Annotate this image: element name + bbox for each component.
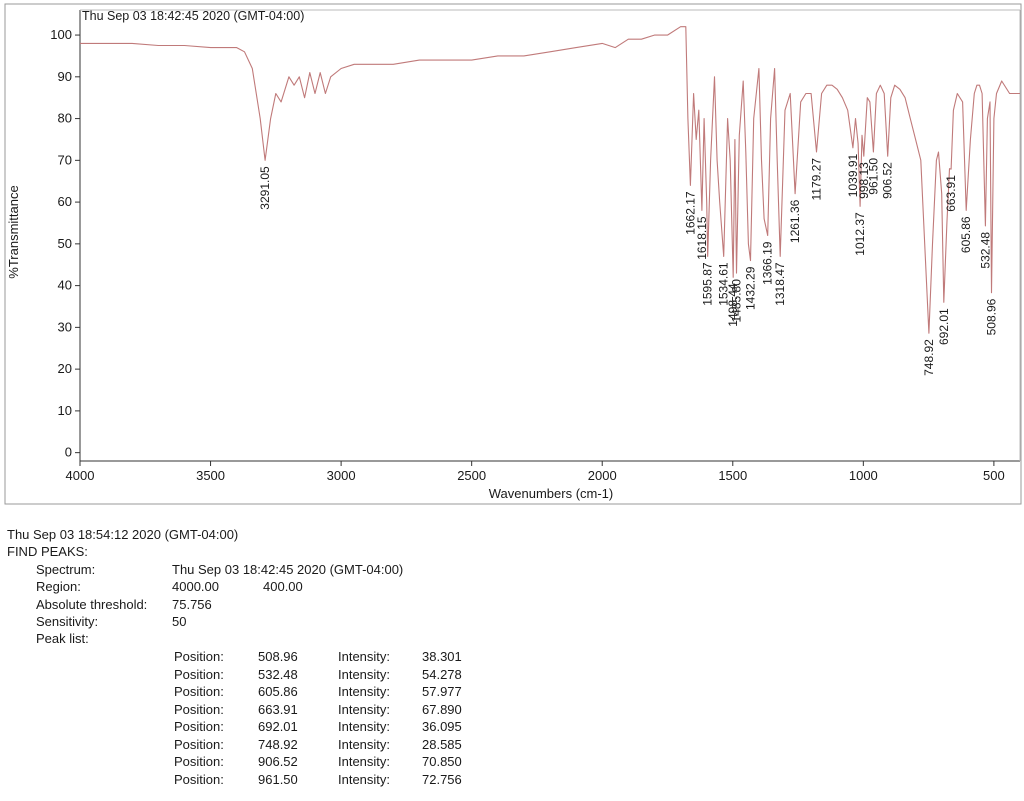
x-tick-label: 2500 (457, 468, 486, 483)
row-intensity-label: Intensity: (338, 754, 391, 769)
peak-label: 1318.47 (773, 262, 787, 306)
x-tick-label: 3500 (196, 468, 225, 483)
row-intensity-value: 28.585 (422, 736, 462, 752)
spectrum-value: Thu Sep 03 18:42:45 2020 (GMT-04:00) (172, 562, 404, 577)
x-axis-label: Wavenumbers (cm-1) (489, 486, 613, 501)
row-position-value: 605.86 (258, 684, 298, 699)
row-position-label: Position: (174, 771, 224, 787)
row-intensity-label: Intensity: (338, 701, 391, 717)
ir-spectrum-chart: 4000 3500 3000 2500 2000 1500 1000 500 0 10 20 30 40… (4, 3, 1022, 505)
sensitivity-label: Sensitivity: (36, 614, 99, 629)
x-tick-label: 1000 (849, 468, 878, 483)
row-intensity-value: 70.850 (422, 754, 462, 769)
peak-label: 1618.15 (695, 216, 709, 260)
row-position-value: 961.50 (258, 771, 298, 787)
x-tick-label: 3000 (327, 468, 356, 483)
row-intensity-label: Intensity: (338, 666, 391, 682)
y-tick-label: 30 (58, 319, 72, 334)
row-position-value: 663.91 (258, 701, 298, 717)
row-intensity-label: Intensity: (338, 649, 391, 664)
peak-label: 748.92 (922, 339, 936, 376)
row-position-label: Position: (174, 736, 224, 752)
y-tick-label: 70 (58, 152, 72, 167)
row-intensity-value: 54.278 (422, 666, 462, 682)
threshold-label: Absolute threshold: (36, 597, 148, 612)
peak-label: 1534.61 (717, 262, 731, 306)
y-tick-label: 0 (65, 445, 72, 460)
axis-ticks: 4000 3500 3000 2500 2000 1500 1000 500 0 10 20 30 40… (50, 27, 1004, 483)
chart-frame (4, 3, 1022, 505)
row-position-label: Position: (174, 684, 224, 699)
peak-label: 1432.29 (744, 266, 758, 310)
threshold-value: 75.756 (172, 597, 212, 612)
row-position-value: 692.01 (258, 719, 298, 734)
peak-label: 532.48 (978, 232, 992, 269)
row-intensity-label: Intensity: (338, 736, 391, 752)
y-tick-label: 60 (58, 194, 72, 209)
peak-label: 1012.37 (853, 212, 867, 256)
peak-label: 1039.91 (846, 153, 860, 197)
series-layer (80, 26, 1020, 334)
peak-label: 998.13 (857, 162, 871, 199)
row-position-label: Position: (174, 719, 224, 734)
peak-label: 1498.44 (726, 283, 740, 327)
spectrum-line (80, 26, 1020, 334)
spectrum-label: Spectrum: (36, 562, 96, 577)
chart-title: Thu Sep 03 18:42:45 2020 (GMT-04:00) (82, 9, 304, 23)
x-tick-label: 500 (983, 468, 1005, 483)
sensitivity-value: 50 (172, 614, 187, 629)
peak-label: 3291.05 (258, 166, 272, 210)
peak-label: 692.01 (937, 308, 951, 345)
y-tick-label: 20 (58, 361, 72, 376)
row-intensity-value: 67.890 (422, 701, 462, 717)
x-tick-label: 2000 (588, 468, 617, 483)
region-to: 400.00 (263, 579, 303, 594)
row-position-value: 532.48 (258, 666, 298, 682)
row-intensity-label: Intensity: (338, 771, 391, 787)
row-intensity-label: Intensity: (338, 719, 391, 734)
peak-list-label: Peak list: (36, 631, 89, 646)
y-tick-label: 50 (58, 236, 72, 251)
row-position-label: Position: (174, 701, 224, 717)
y-axis-label: %Transmittance (6, 185, 21, 278)
x-tick-label: 1500 (718, 468, 747, 483)
row-intensity-value: 36.095 (422, 719, 462, 734)
row-position-value: 906.52 (258, 754, 298, 769)
row-position-label: Position: (174, 649, 224, 664)
row-position-value: 748.92 (258, 736, 298, 752)
peak-label: 605.86 (959, 216, 973, 253)
row-position-value: 508.96 (258, 649, 298, 664)
y-tick-label: 40 (58, 278, 72, 293)
peak-label: 1595.87 (701, 262, 715, 306)
row-intensity-value: 38.301 (422, 649, 462, 664)
x-tick-label: 4000 (66, 468, 95, 483)
peak-label: 961.50 (866, 158, 880, 195)
peak-label: 508.96 (985, 298, 999, 335)
peak-label: 663.91 (944, 175, 958, 212)
y-tick-label: 10 (58, 403, 72, 418)
peak-label: 1485.80 (730, 279, 744, 323)
peak-label: 1366.19 (761, 241, 775, 285)
region-label: Region: (36, 579, 81, 594)
y-tick-label: 100 (50, 27, 72, 42)
peak-label: 1261.36 (788, 199, 802, 243)
y-tick-label: 90 (58, 69, 72, 84)
report-heading: FIND PEAKS: (7, 544, 88, 559)
peak-label: 1662.17 (683, 191, 697, 235)
row-intensity-label: Intensity: (338, 684, 391, 699)
y-tick-label: 80 (58, 111, 72, 126)
peak-label: 1179.27 (810, 158, 824, 201)
row-position-label: Position: (174, 754, 224, 769)
region-from: 4000.00 (172, 579, 219, 594)
row-intensity-value: 57.977 (422, 684, 462, 699)
report-timestamp: Thu Sep 03 18:54:12 2020 (GMT-04:00) (7, 527, 239, 542)
row-intensity-value: 72.756 (422, 771, 462, 787)
row-position-label: Position: (174, 666, 224, 682)
peak-label: 906.52 (881, 162, 895, 199)
